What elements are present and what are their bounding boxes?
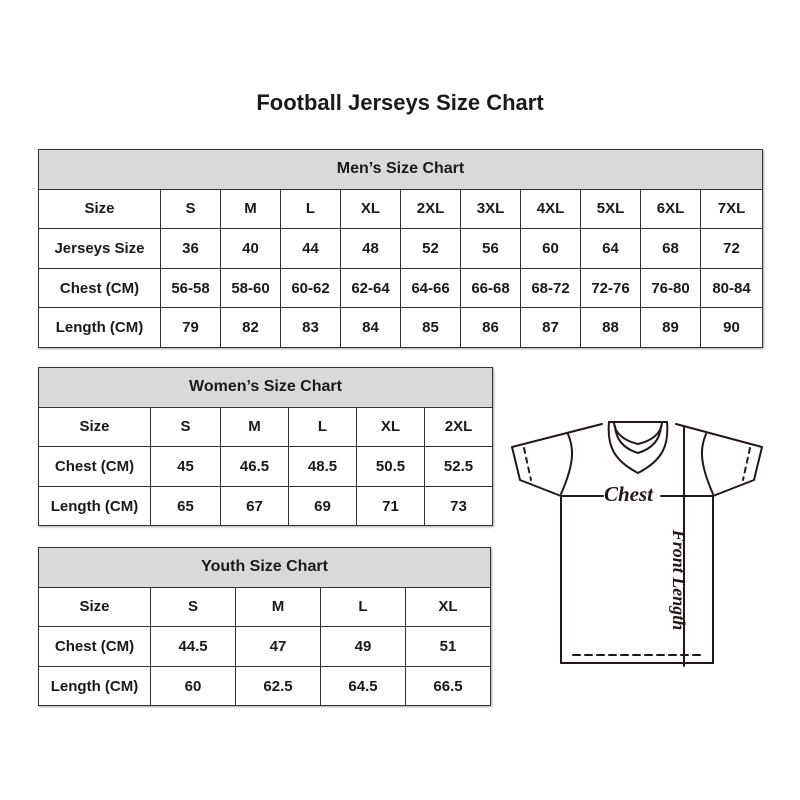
svg-text:Front Length: Front Length (669, 529, 689, 631)
svg-text:Chest: Chest (604, 482, 654, 506)
